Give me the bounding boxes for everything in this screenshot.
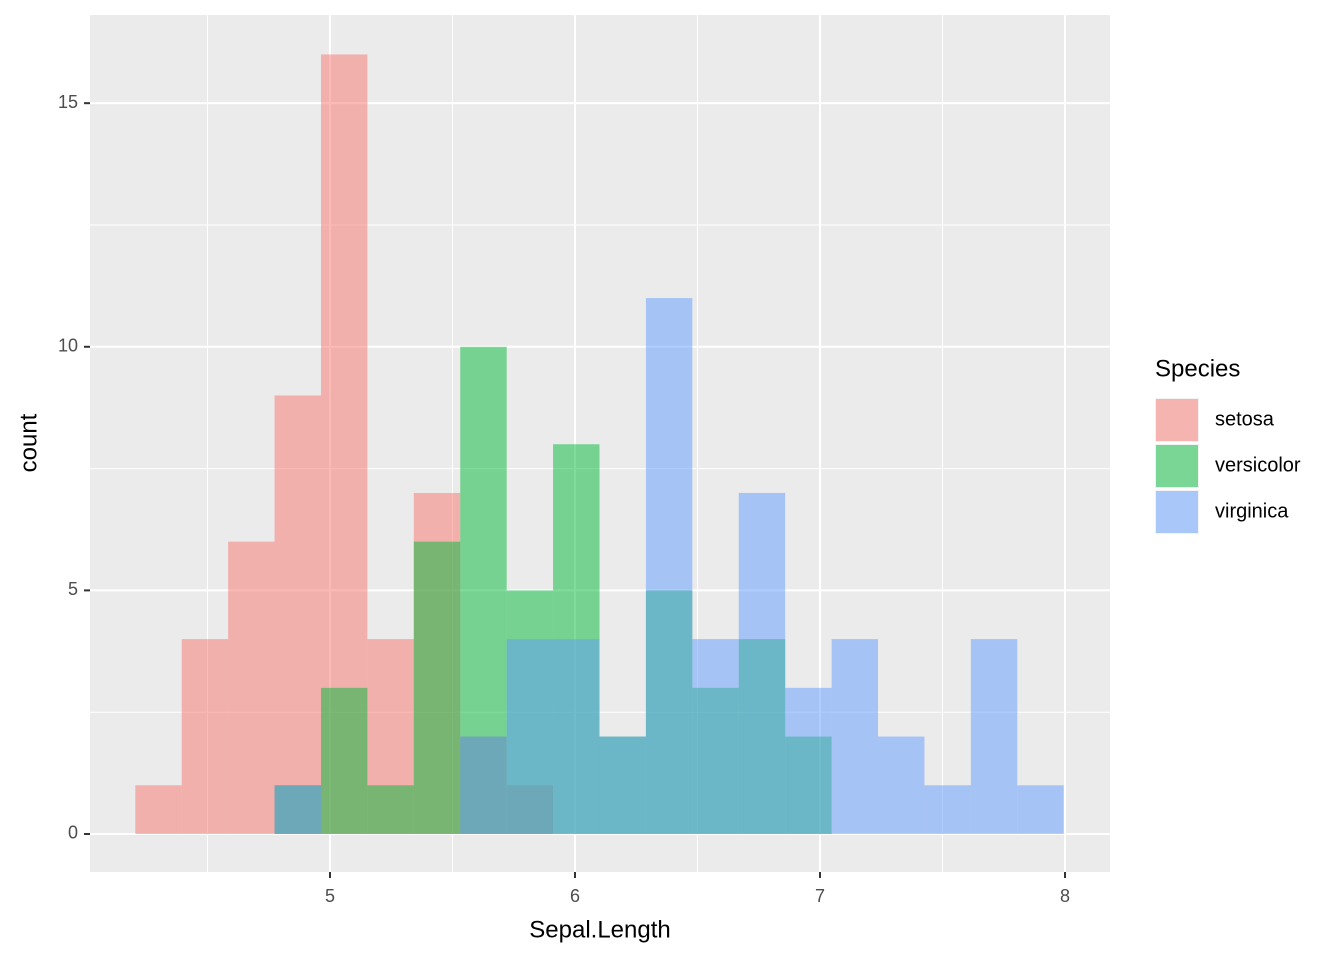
bar (320, 687, 368, 834)
bar (274, 395, 321, 834)
bar (135, 785, 182, 834)
x-tick-label: 6 (570, 886, 580, 906)
legend-label: versicolor (1215, 454, 1301, 476)
y-tick-label: 5 (68, 579, 78, 599)
bar (785, 687, 832, 834)
bar (924, 785, 971, 834)
legend-key (1156, 491, 1198, 533)
x-axis-title: Sepal.Length (529, 916, 670, 943)
bar (831, 639, 879, 834)
legend: setosa versicolor virginica (1155, 398, 1301, 534)
x-tick-label: 5 (325, 886, 335, 906)
legend-key (1156, 445, 1198, 487)
bar (506, 639, 554, 834)
y-tick-label: 10 (58, 336, 78, 356)
y-tick-label: 15 (58, 92, 78, 112)
bar (970, 639, 1018, 834)
bar (599, 736, 646, 834)
y-tick-label: 0 (68, 823, 78, 843)
bar (692, 639, 739, 834)
bars (135, 54, 1064, 834)
legend-label: setosa (1215, 408, 1275, 430)
legend-label: virginica (1215, 500, 1289, 522)
axes: 5 6 7 8 0 5 10 15 (58, 92, 1070, 906)
legend-key (1156, 399, 1198, 441)
bar (228, 541, 275, 834)
bar (274, 785, 321, 834)
bar (460, 736, 507, 834)
y-axis-title: count (15, 413, 42, 472)
bar (181, 639, 229, 834)
bar (738, 492, 786, 834)
bar (645, 298, 693, 834)
bar (413, 541, 461, 834)
x-tick-label: 8 (1060, 886, 1070, 906)
bar (553, 639, 600, 834)
legend-title: Species (1155, 355, 1240, 382)
bar (1017, 785, 1064, 834)
bar (367, 785, 414, 834)
bar (878, 736, 925, 834)
x-tick-label: 7 (815, 886, 825, 906)
